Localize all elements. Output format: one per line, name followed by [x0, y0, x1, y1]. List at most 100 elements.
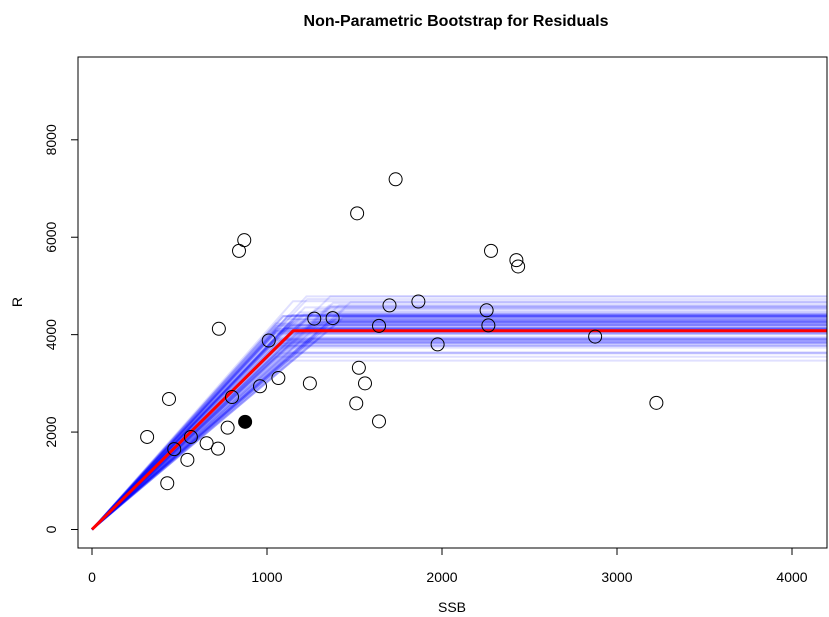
observation-point: [220, 420, 235, 435]
bootstrap-fit-line: [91, 314, 827, 531]
chart-title: Non-Parametric Bootstrap for Residuals: [304, 13, 609, 30]
observation-point: [509, 253, 524, 268]
bootstrap-fit-line: [91, 319, 827, 531]
bootstrap-fit-line: [91, 324, 827, 531]
bootstrap-fit-line: [91, 323, 827, 531]
y-tick-label: 2000: [43, 416, 59, 447]
bootstrap-fit-line: [91, 301, 827, 531]
y-tick-label: 0: [43, 525, 59, 533]
x-axis-title: SSB: [438, 599, 466, 615]
bootstrap-fit-line: [91, 317, 827, 531]
observation-point: [372, 318, 386, 333]
bootstrap-fit-line: [91, 344, 827, 531]
observation-point: [358, 376, 372, 391]
observation-point: [388, 172, 403, 187]
bootstrap-fit-line: [91, 337, 827, 531]
observation-point: [481, 318, 496, 333]
observation-point: [307, 311, 322, 326]
bootstrap-fit-line: [91, 304, 827, 531]
bootstrap-fit-line: [91, 314, 827, 531]
bootstrap-fit-line: [91, 340, 827, 531]
bootstrap-fit-line: [91, 315, 827, 531]
bootstrap-fit-line: [91, 315, 827, 531]
bootstrap-fit-line: [91, 326, 827, 531]
bootstrap-fit-line: [91, 338, 827, 531]
bootstrap-fit-line: [91, 322, 827, 531]
bootstrap-fit-line: [91, 316, 827, 531]
observation-point: [479, 303, 494, 318]
observation-point: [199, 436, 214, 451]
bootstrap-fit-line: [91, 351, 827, 531]
bootstrap-fit-line: [91, 327, 827, 531]
bootstrap-fit-line: [91, 331, 827, 531]
bootstrap-fit-line: [91, 320, 827, 531]
y-tick-label: 4000: [43, 319, 59, 350]
observation-point: [211, 321, 226, 336]
bootstrap-fit-line: [91, 338, 827, 531]
bootstrap-fit-line: [91, 315, 827, 531]
y-axis-title: R: [9, 297, 25, 307]
observation-point: [162, 391, 176, 406]
bootstrap-fit-line: [91, 324, 827, 531]
observation-point: [411, 294, 426, 309]
bootstrap-fit-line: [91, 327, 827, 531]
observation-point: [237, 233, 252, 248]
bootstrap-fit-line: [91, 321, 827, 531]
observation-point: [253, 379, 267, 394]
bootstrap-fit-line: [91, 313, 827, 531]
x-axis: 0 1000 2000 3000 4000: [88, 547, 808, 585]
bootstrap-fit-line: [91, 314, 827, 531]
bootstrap-fit-line: [91, 324, 827, 531]
bootstrap-fit-line: [91, 328, 827, 531]
bootstrap-fit-line: [91, 335, 827, 531]
observation-point: [167, 442, 182, 457]
bootstrap-fit-line: [91, 352, 827, 531]
observation-point: [351, 360, 366, 375]
observations: [140, 172, 664, 491]
bootstrap-fit-line: [91, 342, 827, 531]
x-tick-label: 0: [88, 569, 96, 585]
bootstrap-fit-line: [91, 307, 827, 531]
bootstrap-fit-line: [91, 318, 827, 531]
bootstrap-fit-line: [91, 295, 827, 531]
x-tick-label: 4000: [776, 569, 807, 585]
observation-point: [261, 333, 276, 348]
observation-point: [271, 371, 286, 386]
bootstrap-fit-line: [91, 327, 827, 531]
observation-point: [430, 337, 445, 352]
bootstrap-fit-line: [91, 355, 827, 531]
observation-point: [588, 329, 603, 344]
observation-point: [649, 395, 664, 410]
y-tick-label: 6000: [43, 221, 59, 252]
bootstrap-fit-line: [91, 327, 827, 531]
observation-point: [349, 396, 364, 411]
bootstrap-fit-line: [91, 333, 827, 531]
bootstrap-fit-line: [91, 331, 827, 531]
fit-line-group: [90, 329, 827, 531]
observation-point: [183, 429, 198, 444]
bootstrap-fit-line: [91, 313, 827, 531]
bootstrap-fit-line: [91, 321, 827, 531]
bootstrap-fit-line: [91, 312, 827, 531]
bootstrap-fit-line: [91, 352, 827, 531]
bootstrap-fit-line: [91, 340, 827, 531]
bootstrap-fit-line: [91, 326, 827, 531]
bootstrap-fit-line: [91, 321, 827, 531]
observation-point: [160, 476, 175, 491]
observation-point: [140, 429, 155, 444]
y-tick-label: 8000: [43, 124, 59, 155]
observation-point: [302, 376, 317, 391]
bootstrap-fit-line: [91, 338, 827, 531]
bootstrap-fit-line: [91, 315, 827, 531]
bootstrap-fit-line: [91, 339, 827, 531]
bootstrap-fit-line: [91, 325, 827, 531]
fit-line: [90, 329, 827, 531]
bootstrap-fit-line: [91, 337, 827, 531]
x-tick-label: 3000: [601, 569, 632, 585]
observation-point: [350, 206, 365, 221]
bootstrap-fit-line: [91, 319, 827, 531]
bootstrap-fit-line: [91, 316, 827, 531]
observation-point: [211, 441, 225, 456]
observation-point: [372, 414, 386, 429]
